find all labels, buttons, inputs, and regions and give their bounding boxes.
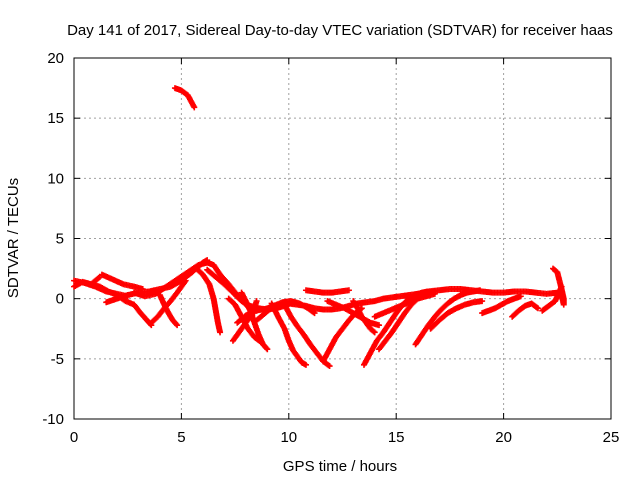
data-point <box>217 329 224 336</box>
data-point <box>174 322 181 329</box>
data-point <box>533 304 540 311</box>
data-point <box>263 345 270 352</box>
x-tick-label: 25 <box>603 429 620 446</box>
data-point <box>253 298 260 305</box>
data-point <box>326 363 333 370</box>
data-point <box>191 104 198 111</box>
track-25 <box>371 290 438 320</box>
y-tick-label: 15 <box>47 110 64 127</box>
track-27 <box>427 298 486 332</box>
y-axis-label: SDTVAR / TECUs <box>5 178 22 298</box>
y-tick-label: 10 <box>47 170 64 187</box>
track-28 <box>414 286 561 297</box>
x-tick-label: 10 <box>280 429 297 446</box>
y-tick-label: -5 <box>51 351 64 368</box>
data-point <box>370 328 377 335</box>
chart-title: Day 141 of 2017, Sidereal Day-to-day VTE… <box>67 22 613 39</box>
y-tick-label: 0 <box>56 291 64 308</box>
data-point <box>182 277 189 284</box>
y-tick-label: 20 <box>47 50 64 67</box>
data-point <box>95 274 102 281</box>
track-29 <box>479 293 524 317</box>
track-16 <box>253 298 318 324</box>
grid <box>74 58 611 419</box>
data-point <box>371 329 378 336</box>
track-10 <box>193 265 224 336</box>
track-14 <box>238 289 271 353</box>
track-22 <box>350 298 378 336</box>
data-point <box>479 298 486 305</box>
axis-ticks <box>73 57 612 420</box>
track-9 <box>156 292 181 329</box>
data-point <box>558 292 565 299</box>
data-point <box>345 287 352 294</box>
data-point <box>534 305 541 312</box>
track-18 <box>281 301 333 370</box>
data-point <box>302 361 309 368</box>
track-17 <box>268 300 309 368</box>
y-tick-label: 5 <box>56 231 64 248</box>
y-tick-labels: -10 -5 0 5 10 15 20 <box>42 50 64 428</box>
data-point <box>517 293 524 300</box>
data-point <box>173 321 180 328</box>
track-20 <box>302 287 352 296</box>
data-point <box>310 309 317 316</box>
track-30 <box>509 300 541 320</box>
x-tick-label: 15 <box>388 429 405 446</box>
track-32 <box>550 265 567 308</box>
x-tick-label: 5 <box>177 429 185 446</box>
x-tick-label: 20 <box>495 429 512 446</box>
x-tick-labels: 0 5 10 15 20 25 <box>70 429 620 446</box>
x-axis-label: GPS time / hours <box>283 458 397 475</box>
track-1 <box>171 85 198 111</box>
x-tick-label: 0 <box>70 429 78 446</box>
data-point <box>325 362 332 369</box>
data-point <box>376 322 383 329</box>
data-point <box>311 310 318 317</box>
data-point <box>264 346 271 353</box>
y-tick-label: -10 <box>42 411 64 428</box>
data-series <box>71 85 567 370</box>
